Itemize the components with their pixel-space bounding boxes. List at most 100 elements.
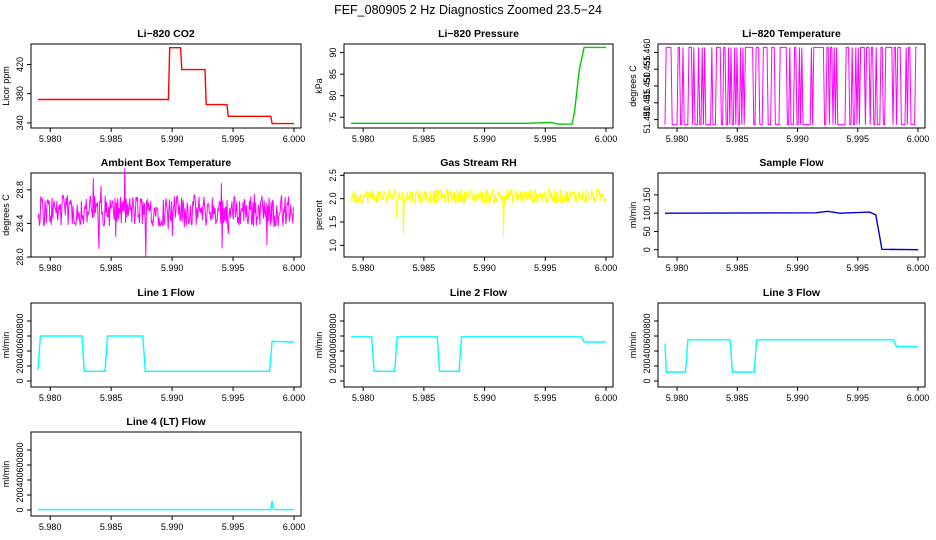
x-tick-label: 5.990 [161, 263, 184, 273]
x-tick-label: 5.980 [39, 134, 62, 144]
plot-frame [343, 43, 614, 129]
plot-frame [657, 172, 926, 258]
panel-title: Sample Flow [759, 157, 824, 169]
plot-frame [30, 431, 302, 517]
y-axis-label: ml/min [628, 332, 638, 359]
panel-title: Line 4 (LT) Flow [126, 416, 206, 428]
y-tick-label: 200 [15, 358, 25, 373]
y-tick-label: 800 [642, 313, 652, 328]
y-tick-label: 1.5 [328, 216, 338, 229]
x-tick-label: 6.000 [595, 134, 618, 144]
series-line [38, 500, 294, 511]
y-tick-label: 400 [328, 343, 338, 358]
x-tick-label: 5.985 [726, 393, 749, 403]
series-line [351, 46, 606, 125]
x-tick-label: 5.985 [726, 134, 749, 144]
x-tick-label: 5.985 [100, 134, 123, 144]
panel-title: Line 2 Flow [450, 287, 508, 299]
figure-title: FEF_080905 2 Hz Diagnostics Zoomed 23.5−… [334, 3, 602, 17]
panel-title: Li−820 Pressure [438, 28, 519, 40]
x-tick-label: 5.990 [161, 134, 184, 144]
x-tick-label: 6.000 [907, 263, 930, 273]
y-tick-label: 150 [642, 187, 652, 202]
y-tick-label: 1.0 [328, 239, 338, 252]
y-tick-label: 600 [15, 328, 25, 343]
plot-frame [343, 172, 614, 258]
y-axis-label: ml/min [628, 202, 638, 229]
panel-title: Gas Stream RH [440, 157, 516, 169]
x-tick-label: 5.990 [786, 393, 809, 403]
panel-title: Ambient Box Temperature [101, 157, 232, 169]
panel-4: Gas Stream RH percent 5.980 5.985 5.990 5.995… [314, 157, 617, 273]
panel-5: Sample Flow ml/min 5.980 5.985 5.990 5.995 6.0… [628, 157, 929, 273]
x-tick-label: 5.980 [352, 393, 375, 403]
y-axis-label: kPa [314, 78, 324, 94]
x-tick-label: 5.985 [413, 134, 436, 144]
x-tick-label: 6.000 [283, 263, 306, 273]
y-tick-label: 0 [15, 507, 25, 512]
x-tick-label: 6.000 [283, 393, 306, 403]
y-tick-label: 200 [15, 487, 25, 502]
x-tick-label: 6.000 [595, 263, 618, 273]
y-axis-label: percent [314, 199, 324, 230]
plot-frame [30, 172, 302, 258]
x-tick-label: 5.980 [666, 263, 689, 273]
x-tick-label: 6.000 [595, 393, 618, 403]
y-tick-label: 0 [15, 378, 25, 383]
x-tick-label: 5.985 [100, 393, 123, 403]
y-axis-label: ml/min [1, 332, 11, 359]
panel-title: Line 3 Flow [763, 287, 821, 299]
x-tick-label: 5.995 [222, 134, 245, 144]
panel-0: Li−820 CO2 Licor ppm 5.980 5.985 5.990 5.995 6… [1, 28, 305, 144]
y-tick-label: 800 [15, 313, 25, 328]
panel-3: Ambient Box Temperature degrees C 5.980 5.9… [1, 157, 305, 273]
plot-frame [657, 302, 926, 388]
panel-6: Line 1 Flow ml/min 5.980 5.985 5.990 5.995 6.0… [1, 287, 305, 403]
y-tick-label: 0 [642, 247, 652, 252]
x-tick-label: 6.000 [283, 522, 306, 532]
x-tick-label: 6.000 [907, 134, 930, 144]
panel-title: Li−820 CO2 [137, 28, 195, 40]
x-tick-label: 5.980 [39, 522, 62, 532]
y-tick-label: 400 [15, 472, 25, 487]
panel-2: Li−820 Temperature degrees C 5.980 5.985 5.9… [628, 28, 929, 144]
y-axis-label: ml/min [314, 332, 324, 359]
x-tick-label: 5.995 [534, 393, 557, 403]
panel-title: Li−820 Temperature [742, 28, 841, 40]
x-tick-label: 5.995 [222, 393, 245, 403]
x-tick-label: 5.995 [222, 263, 245, 273]
series-line [350, 187, 607, 236]
y-tick-label: 400 [642, 343, 652, 358]
y-tick-label: 28.8 [15, 181, 25, 199]
y-tick-label: 75 [328, 112, 338, 122]
plot-frame [30, 302, 302, 388]
panel-8: Line 3 Flow ml/min 5.980 5.985 5.990 5.995 6.0… [628, 287, 929, 403]
panel-7: Line 2 Flow ml/min 5.980 5.985 5.990 5.995 6.0… [314, 287, 617, 403]
x-tick-label: 5.990 [161, 393, 184, 403]
y-tick-label: 51.455 [642, 55, 652, 83]
x-tick-label: 5.980 [666, 134, 689, 144]
x-tick-label: 5.995 [846, 134, 869, 144]
plot-frame [30, 43, 302, 129]
y-tick-label: 420 [15, 57, 25, 72]
y-tick-label: 2.0 [328, 192, 338, 205]
x-tick-label: 5.980 [39, 393, 62, 403]
y-tick-label: 80 [328, 91, 338, 101]
x-tick-label: 5.985 [413, 393, 436, 403]
x-tick-label: 5.990 [473, 134, 496, 144]
y-tick-label: 600 [642, 328, 652, 343]
x-tick-label: 5.990 [786, 134, 809, 144]
series-line [37, 335, 295, 372]
y-axis-label: ml/min [1, 461, 11, 488]
panel-9: Line 4 (LT) Flow ml/min 5.980 5.985 5.990 5.9… [1, 416, 305, 532]
y-tick-label: 100 [642, 206, 652, 221]
y-tick-label: 28.4 [15, 215, 25, 233]
y-tick-label: 340 [15, 115, 25, 130]
y-tick-label: 51.445 [642, 89, 652, 117]
y-axis-label: degrees C [1, 194, 11, 236]
x-tick-label: 5.990 [473, 393, 496, 403]
y-tick-label: 50 [642, 226, 652, 236]
y-tick-label: 600 [328, 328, 338, 343]
x-tick-label: 5.995 [846, 263, 869, 273]
